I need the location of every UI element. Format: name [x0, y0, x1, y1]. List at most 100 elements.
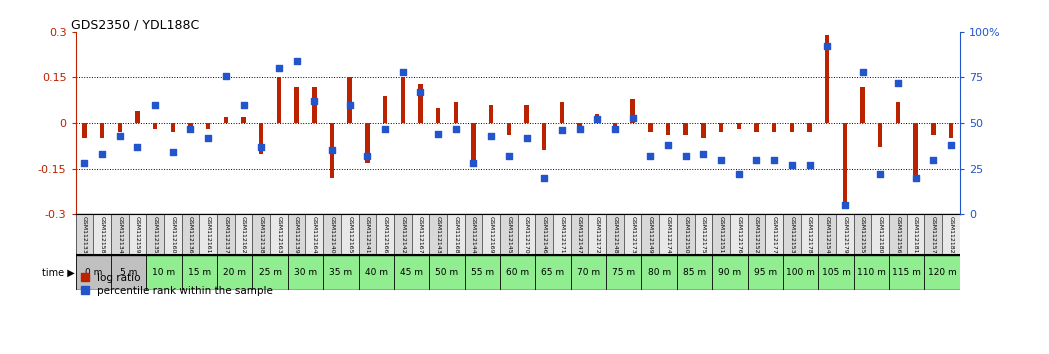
- Bar: [329, 123, 335, 178]
- Bar: [129, 214, 146, 255]
- Bar: [217, 255, 253, 290]
- Bar: [436, 108, 441, 123]
- Point: [111, 133, 128, 139]
- Bar: [524, 105, 529, 123]
- Text: GSM112139: GSM112139: [294, 216, 299, 253]
- Point: [588, 116, 605, 122]
- Point: [712, 157, 729, 162]
- Point: [183, 126, 199, 131]
- Text: GSM112165: GSM112165: [347, 216, 352, 253]
- Bar: [642, 255, 677, 290]
- Bar: [383, 96, 387, 123]
- Bar: [341, 214, 359, 255]
- Bar: [100, 123, 104, 138]
- Text: 95 m: 95 m: [754, 268, 777, 277]
- Bar: [323, 214, 341, 255]
- Point: [890, 80, 906, 86]
- Bar: [890, 255, 924, 290]
- Bar: [259, 123, 263, 154]
- Bar: [854, 214, 872, 255]
- Text: 85 m: 85 m: [683, 268, 706, 277]
- Bar: [453, 102, 458, 123]
- Bar: [305, 214, 323, 255]
- Text: GSM112175: GSM112175: [701, 216, 706, 253]
- Bar: [447, 214, 465, 255]
- Point: [660, 142, 677, 148]
- Point: [235, 102, 252, 108]
- Bar: [560, 102, 564, 123]
- Text: 10 m: 10 m: [152, 268, 175, 277]
- Point: [872, 171, 889, 177]
- Bar: [942, 214, 960, 255]
- Bar: [500, 214, 518, 255]
- Bar: [295, 87, 299, 123]
- Text: GSM112144: GSM112144: [471, 216, 476, 253]
- Bar: [429, 214, 447, 255]
- Text: 55 m: 55 m: [471, 268, 494, 277]
- Text: GSM112170: GSM112170: [524, 216, 529, 253]
- Text: GSM112180: GSM112180: [878, 216, 883, 253]
- Text: GSM112151: GSM112151: [719, 216, 724, 253]
- Bar: [571, 255, 606, 290]
- Bar: [577, 123, 582, 129]
- Bar: [630, 99, 635, 123]
- Text: GSM112141: GSM112141: [365, 216, 370, 253]
- Text: GSM112147: GSM112147: [577, 216, 582, 253]
- Bar: [223, 117, 228, 123]
- Point: [147, 102, 164, 108]
- Text: GSM112164: GSM112164: [312, 216, 317, 253]
- Bar: [323, 255, 359, 290]
- Bar: [164, 214, 181, 255]
- Bar: [606, 214, 624, 255]
- Point: [943, 142, 960, 148]
- Text: GSM112163: GSM112163: [277, 216, 281, 253]
- Bar: [790, 123, 794, 132]
- Bar: [419, 84, 423, 123]
- Point: [377, 126, 393, 131]
- Text: GSM112142: GSM112142: [401, 216, 405, 253]
- Text: 50 m: 50 m: [435, 268, 458, 277]
- Bar: [241, 117, 245, 123]
- Text: GSM112137: GSM112137: [223, 216, 229, 253]
- Point: [253, 144, 270, 150]
- Bar: [500, 255, 535, 290]
- Point: [678, 153, 694, 159]
- Bar: [365, 123, 369, 162]
- Bar: [111, 214, 129, 255]
- Text: GSM112158: GSM112158: [100, 216, 105, 253]
- Bar: [666, 123, 670, 135]
- Text: GDS2350 / YDL188C: GDS2350 / YDL188C: [71, 19, 199, 32]
- Text: GSM112140: GSM112140: [329, 216, 335, 253]
- Bar: [153, 123, 157, 129]
- Point: [76, 160, 92, 166]
- Text: 20 m: 20 m: [223, 268, 247, 277]
- Text: GSM112181: GSM112181: [913, 216, 918, 253]
- Text: 5 m: 5 m: [120, 268, 137, 277]
- Bar: [932, 123, 936, 135]
- Bar: [429, 255, 465, 290]
- Text: GSM112166: GSM112166: [383, 216, 387, 253]
- Text: GSM112174: GSM112174: [665, 216, 670, 253]
- Point: [518, 135, 535, 141]
- Text: GSM112150: GSM112150: [683, 216, 688, 253]
- Point: [500, 153, 517, 159]
- Point: [536, 175, 553, 181]
- Bar: [518, 214, 535, 255]
- Text: 120 m: 120 m: [927, 268, 957, 277]
- Bar: [648, 123, 652, 132]
- Bar: [171, 123, 175, 132]
- Bar: [471, 123, 475, 162]
- Bar: [217, 214, 235, 255]
- Bar: [659, 214, 677, 255]
- Point: [483, 133, 499, 139]
- Bar: [313, 87, 317, 123]
- Point: [271, 65, 287, 71]
- Bar: [199, 214, 217, 255]
- Bar: [684, 123, 688, 135]
- Text: GSM112148: GSM112148: [613, 216, 618, 253]
- Bar: [117, 123, 122, 132]
- Text: GSM112161: GSM112161: [206, 216, 211, 253]
- Text: 100 m: 100 m: [786, 268, 815, 277]
- Point: [341, 102, 358, 108]
- Bar: [836, 214, 854, 255]
